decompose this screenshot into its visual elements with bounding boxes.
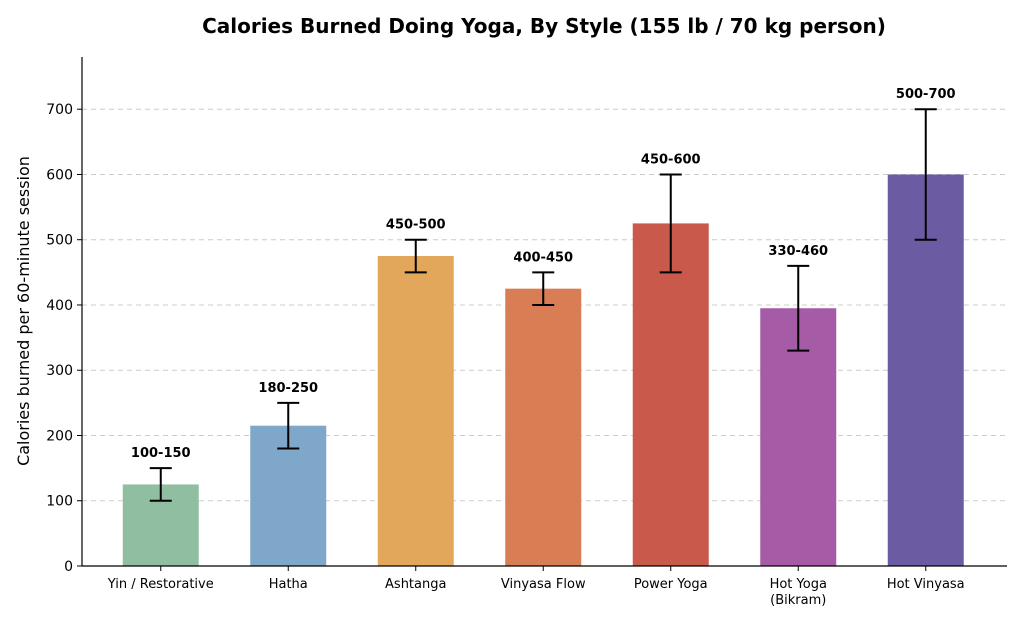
bar (377, 256, 454, 566)
x-tick-label: Hatha (269, 577, 308, 592)
data-label: 330-460 (768, 244, 828, 259)
x-tick-label: Ashtanga (385, 577, 446, 592)
axes-layer: 0 100 200 300 400 500 600 700 (46, 57, 1007, 575)
x-tick-label: Power Yoga (634, 577, 708, 592)
bars-layer (122, 108, 964, 566)
bar (632, 223, 709, 566)
bar (505, 288, 582, 566)
data-label: 400-450 (513, 250, 573, 265)
y-tick-label: 600 (46, 167, 73, 183)
y-axis-label: Calories burned per 60-minute session (14, 156, 33, 466)
y-tick-label: 700 (46, 102, 73, 118)
y-tick-label: 200 (46, 428, 73, 444)
chart-title: Calories Burned Doing Yoga, By Style (15… (202, 14, 886, 38)
data-label: 180-250 (258, 381, 318, 396)
x-tick-label: Hot Yoga (770, 577, 827, 592)
x-tick-label: Hot Vinyasa (887, 577, 965, 592)
x-tick-label: Yin / Restorative (107, 577, 214, 592)
data-label: 450-500 (386, 218, 446, 233)
x-tick-label: Vinyasa Flow (501, 577, 586, 592)
data-label: 450-600 (641, 152, 701, 167)
y-tick-label: 100 (46, 494, 73, 510)
data-label: 100-150 (131, 446, 191, 461)
y-tick-label: 500 (46, 233, 73, 249)
labels-layer: 100-150 Yin / Restorative 180-250 Hatha 450-… (107, 87, 965, 608)
y-tick-label: 400 (46, 298, 73, 314)
x-tick-label: (Bikram) (770, 593, 826, 608)
y-tick-label: 300 (46, 363, 73, 379)
data-label: 500-700 (896, 87, 956, 102)
y-tick-label: 0 (64, 559, 73, 575)
